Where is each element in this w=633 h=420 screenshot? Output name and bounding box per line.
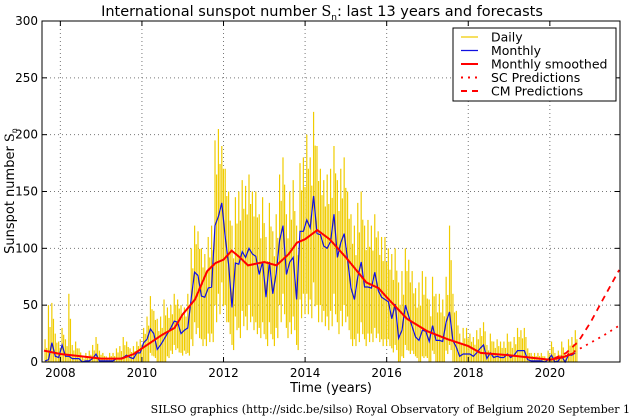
y-axis-label: Sunspot number Sn (3, 128, 19, 254)
legend-label-monthly-smoothed: Monthly smoothed (491, 57, 607, 72)
legend-label-monthly: Monthly (491, 43, 542, 58)
legend-label-cm-predictions: CM Predictions (491, 84, 583, 99)
x-tick-label: 2020 (535, 366, 566, 380)
x-tick-label: 2014 (290, 366, 321, 380)
legend-label-daily: Daily (491, 30, 523, 45)
monthly-line (44, 195, 576, 364)
daily-series (44, 111, 578, 362)
y-tick-label: 50 (23, 298, 38, 312)
x-axis-label: Time (years) (289, 381, 372, 396)
x-tick-label: 2008 (45, 366, 76, 380)
chart-title: International sunspot number Sn: last 13… (101, 4, 543, 23)
smoothed-line (43, 228, 575, 361)
axis-ticks: 2008 2010 2012 2014 2016 2018 2020 0 50 100 150 200… (15, 14, 620, 380)
y-tick-label: 250 (15, 71, 38, 85)
cm-prediction-line (553, 269, 620, 360)
sc-prediction-line (553, 324, 620, 360)
x-tick-label: 2016 (371, 366, 402, 380)
x-tick-label: 2012 (208, 366, 239, 380)
legend-box (452, 27, 617, 102)
y-tick-label: 100 (15, 241, 38, 255)
footer-credit: SILSO graphics (http://sidc.be/silso) Ro… (151, 403, 630, 416)
y-tick-label: 300 (15, 14, 38, 28)
x-tick-label: 2010 (127, 366, 158, 380)
y-tick-label: 200 (15, 128, 38, 142)
line-series (43, 195, 620, 364)
x-tick-label: 2018 (453, 366, 484, 380)
legend-label-sc-predictions: SC Predictions (491, 70, 580, 85)
y-tick-label: 150 (15, 185, 38, 199)
y-tick-label: 0 (30, 355, 38, 369)
